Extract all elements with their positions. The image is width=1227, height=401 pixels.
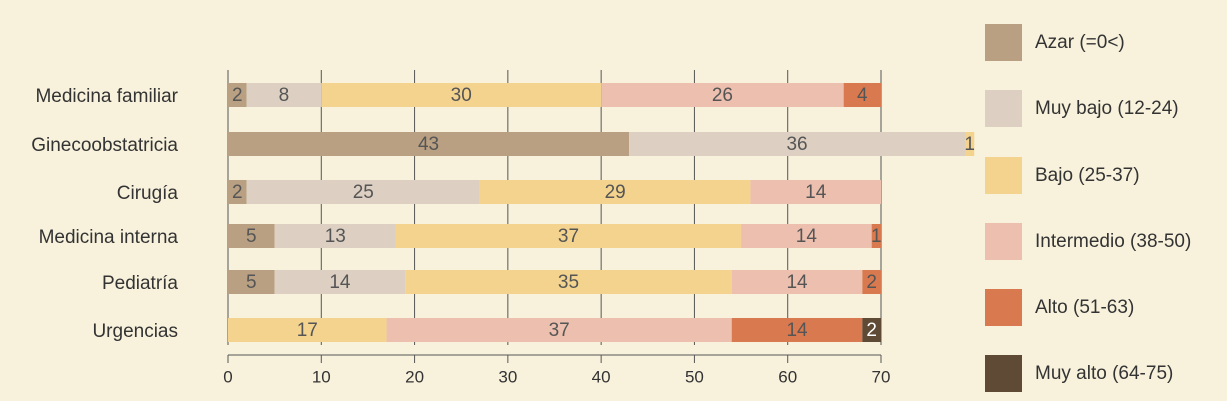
bar-segment <box>862 318 881 342</box>
legend-swatch <box>985 90 1022 127</box>
bar-segment <box>228 132 630 156</box>
x-tick-label: 10 <box>312 367 331 386</box>
bar-segment <box>246 180 480 204</box>
data-label: 5 <box>246 272 257 293</box>
bar-segment <box>741 224 872 248</box>
data-label: 30 <box>451 85 472 106</box>
data-label: 5 <box>246 226 257 247</box>
bar-segment <box>246 83 322 107</box>
x-tick-label: 70 <box>872 367 891 386</box>
data-label: 2 <box>232 182 243 203</box>
bar-segment <box>228 318 387 342</box>
data-label: 37 <box>558 226 579 247</box>
bar-segment <box>405 270 732 294</box>
legend-swatch <box>985 223 1022 260</box>
category-label: Ginecoobstatricia <box>31 135 178 156</box>
category-label: Pediatría <box>102 273 178 294</box>
data-label: 1 <box>964 134 975 155</box>
bar-segment <box>843 83 881 107</box>
bar-segment <box>862 270 881 294</box>
data-label: 14 <box>805 182 827 203</box>
bar-segment <box>601 83 844 107</box>
data-label: 8 <box>279 85 290 106</box>
data-label: 36 <box>786 134 807 155</box>
data-label: 2 <box>232 85 243 106</box>
data-label: 43 <box>418 134 439 155</box>
legend-swatch <box>985 289 1022 326</box>
bar-segment <box>731 318 863 342</box>
data-label: 2 <box>866 272 877 293</box>
legend-label: Azar (=0<) <box>1035 32 1125 53</box>
category-label: Medicina interna <box>39 227 179 248</box>
data-label: 1 <box>871 226 882 247</box>
category-label: Urgencias <box>92 321 178 342</box>
bar-segment <box>321 83 602 107</box>
data-label: 4 <box>857 85 868 106</box>
bar-segment <box>395 224 742 248</box>
bar-segment <box>274 270 406 294</box>
data-label: 26 <box>712 85 733 106</box>
legend-label: Intermedio (38-50) <box>1035 231 1191 252</box>
legend-label: Muy bajo (12-24) <box>1035 98 1179 119</box>
data-label: 14 <box>786 272 808 293</box>
legend-swatch <box>985 157 1022 194</box>
bar-segment <box>274 224 396 248</box>
x-tick-label: 30 <box>498 367 517 386</box>
data-label: 14 <box>796 226 818 247</box>
x-tick-label: 60 <box>778 367 797 386</box>
bar-segment <box>629 132 965 156</box>
category-label: Cirugía <box>117 183 179 204</box>
category-label: Medicina familiar <box>35 86 178 107</box>
x-tick-label: 50 <box>685 367 704 386</box>
data-label: 2 <box>866 320 877 341</box>
bar-segment <box>228 270 275 294</box>
legend-label: Muy alto (64-75) <box>1035 363 1173 384</box>
bar-segment <box>228 224 275 248</box>
x-tick-label: 20 <box>405 367 424 386</box>
x-tick-label: 40 <box>592 367 611 386</box>
data-label: 29 <box>605 182 626 203</box>
bar-segment <box>964 132 975 156</box>
legend-swatch <box>985 24 1022 61</box>
data-label: 17 <box>297 320 318 341</box>
bar-segment <box>479 180 751 204</box>
data-label: 14 <box>329 272 351 293</box>
data-label: 14 <box>786 320 808 341</box>
data-label: 35 <box>558 272 579 293</box>
bar-segment <box>386 318 732 342</box>
bar-segment <box>731 270 863 294</box>
bar-segment <box>228 83 247 107</box>
data-label: 25 <box>353 182 374 203</box>
data-label: 37 <box>549 320 570 341</box>
legend-label: Bajo (25-37) <box>1035 165 1140 186</box>
x-tick-label: 0 <box>223 367 232 386</box>
legend-label: Alto (51-63) <box>1035 297 1134 318</box>
data-label: 13 <box>325 226 346 247</box>
legend-swatch <box>985 355 1022 392</box>
bar-segment <box>871 224 881 248</box>
bar-segment <box>228 180 247 204</box>
bar-segment <box>750 180 881 204</box>
